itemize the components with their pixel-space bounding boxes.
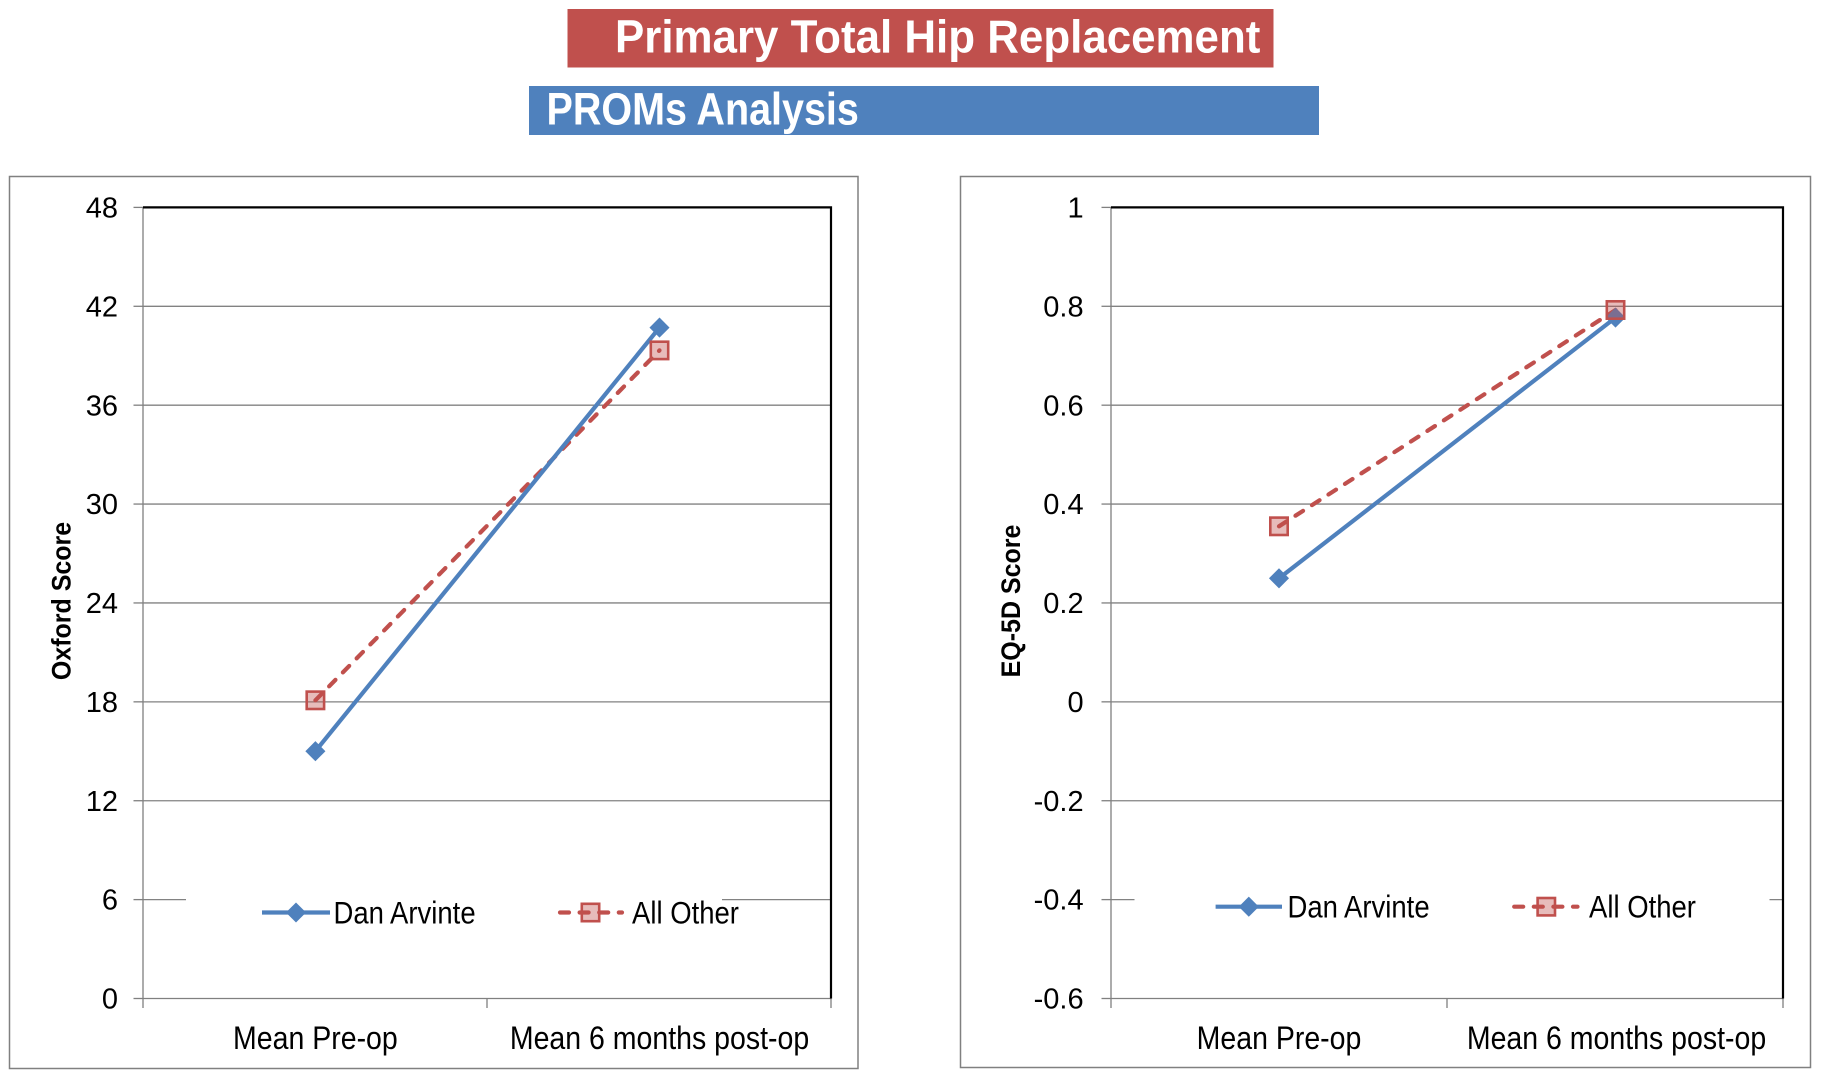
svg-text:0.2: 0.2 <box>1043 588 1083 620</box>
svg-text:PROMs Analysis: PROMs Analysis <box>547 84 859 134</box>
svg-text:1: 1 <box>1067 193 1083 225</box>
svg-text:36: 36 <box>86 390 118 422</box>
svg-text:Mean 6 months post-op: Mean 6 months post-op <box>510 1019 809 1056</box>
svg-text:48: 48 <box>86 193 118 225</box>
svg-text:Dan Arvinte: Dan Arvinte <box>334 896 476 931</box>
svg-text:0: 0 <box>1067 687 1083 719</box>
svg-text:All Other: All Other <box>632 896 739 931</box>
svg-text:Mean Pre-op: Mean Pre-op <box>233 1019 398 1056</box>
svg-text:30: 30 <box>86 489 118 521</box>
svg-text:24: 24 <box>86 588 118 620</box>
svg-text:All Other: All Other <box>1589 890 1696 925</box>
svg-text:EQ-5D Score: EQ-5D Score <box>997 525 1026 678</box>
svg-text:0.4: 0.4 <box>1043 489 1083 521</box>
svg-text:Primary Total Hip Replacement: Primary Total Hip Replacement <box>615 10 1260 62</box>
svg-text:18: 18 <box>86 687 118 719</box>
svg-text:Mean Pre-op: Mean Pre-op <box>1197 1019 1362 1056</box>
svg-text:Oxford Score: Oxford Score <box>48 522 77 680</box>
svg-text:Dan Arvinte: Dan Arvinte <box>1288 890 1430 925</box>
svg-text:-0.6: -0.6 <box>1034 984 1084 1016</box>
svg-text:42: 42 <box>86 291 118 323</box>
svg-text:12: 12 <box>86 786 118 818</box>
svg-text:6: 6 <box>102 885 118 917</box>
svg-text:0.6: 0.6 <box>1043 390 1083 422</box>
svg-text:-0.2: -0.2 <box>1034 786 1084 818</box>
svg-text:0: 0 <box>102 984 118 1016</box>
svg-text:-0.4: -0.4 <box>1034 885 1084 917</box>
svg-text:0.8: 0.8 <box>1043 291 1083 323</box>
svg-text:Mean 6 months post-op: Mean 6 months post-op <box>1467 1019 1766 1056</box>
